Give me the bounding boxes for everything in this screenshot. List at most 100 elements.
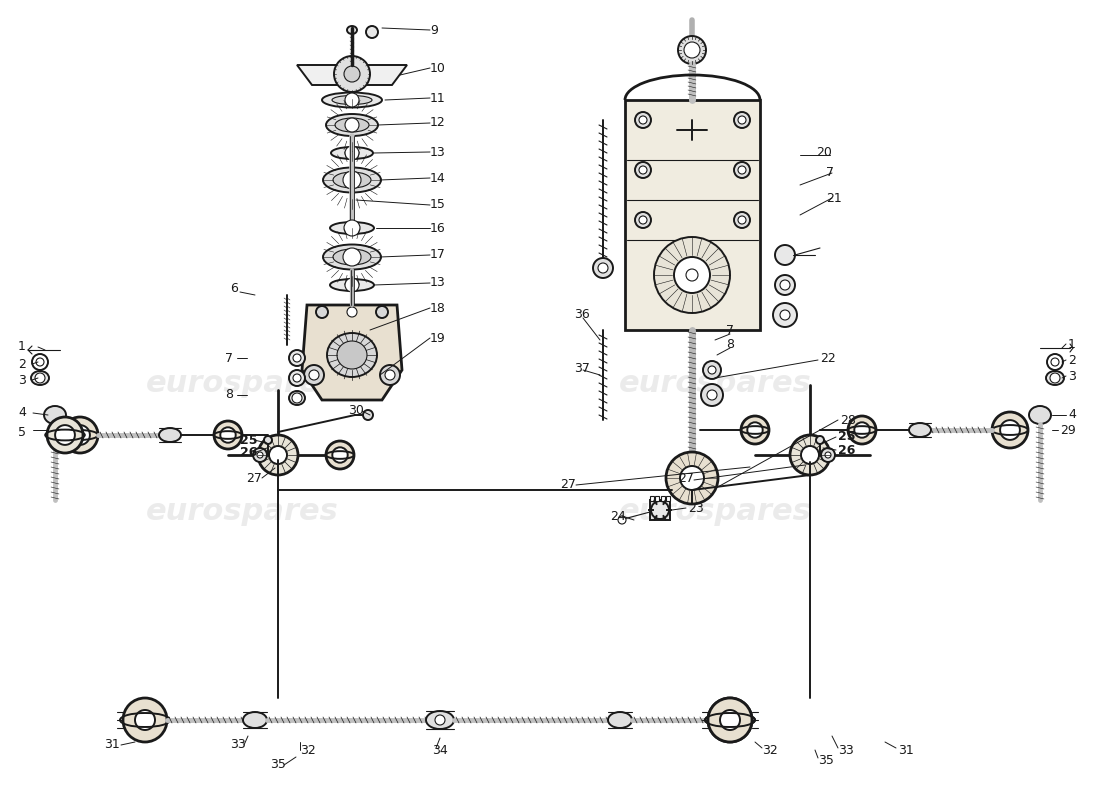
Circle shape xyxy=(635,212,651,228)
Circle shape xyxy=(332,447,348,462)
Text: 8: 8 xyxy=(226,389,233,402)
Circle shape xyxy=(741,416,769,444)
Text: 1: 1 xyxy=(18,341,26,354)
Bar xyxy=(666,496,670,501)
Text: 22: 22 xyxy=(820,351,836,365)
Circle shape xyxy=(848,416,876,444)
Circle shape xyxy=(289,370,305,386)
Text: 37: 37 xyxy=(574,362,590,374)
Bar xyxy=(650,496,654,501)
Text: 11: 11 xyxy=(430,91,446,105)
Text: 15: 15 xyxy=(430,198,446,211)
Text: 1: 1 xyxy=(1068,338,1076,350)
Circle shape xyxy=(253,448,267,462)
Circle shape xyxy=(684,42,700,58)
Text: 7: 7 xyxy=(726,323,734,337)
Bar xyxy=(654,496,659,501)
Text: eurospares: eurospares xyxy=(618,498,812,526)
Circle shape xyxy=(345,278,359,292)
Circle shape xyxy=(992,412,1028,448)
Text: 18: 18 xyxy=(430,302,446,314)
Ellipse shape xyxy=(330,279,374,291)
Circle shape xyxy=(289,350,305,366)
Text: 8: 8 xyxy=(726,338,734,351)
Text: 20: 20 xyxy=(816,146,832,158)
Text: 28: 28 xyxy=(840,414,856,426)
Circle shape xyxy=(344,66,360,82)
Circle shape xyxy=(334,56,370,92)
Text: 16: 16 xyxy=(430,222,446,234)
Circle shape xyxy=(293,374,301,382)
Text: 7: 7 xyxy=(826,166,834,179)
Ellipse shape xyxy=(337,341,367,369)
Ellipse shape xyxy=(160,428,182,442)
Circle shape xyxy=(345,146,359,160)
Ellipse shape xyxy=(323,245,381,270)
Circle shape xyxy=(618,516,626,524)
Ellipse shape xyxy=(909,423,931,437)
Circle shape xyxy=(316,306,328,318)
Text: 6: 6 xyxy=(230,282,238,294)
Circle shape xyxy=(639,166,647,174)
Ellipse shape xyxy=(816,436,824,444)
Text: 31: 31 xyxy=(104,738,120,751)
Circle shape xyxy=(326,441,354,469)
Text: eurospares: eurospares xyxy=(618,370,812,398)
Text: 14: 14 xyxy=(430,171,446,185)
Text: 10: 10 xyxy=(430,62,446,74)
Circle shape xyxy=(257,452,263,458)
Bar xyxy=(650,500,670,520)
Ellipse shape xyxy=(332,95,372,105)
Ellipse shape xyxy=(323,167,381,193)
Circle shape xyxy=(635,162,651,178)
Ellipse shape xyxy=(608,712,632,728)
Circle shape xyxy=(635,112,651,128)
Text: 2: 2 xyxy=(1068,354,1076,366)
Circle shape xyxy=(738,216,746,224)
Ellipse shape xyxy=(333,249,371,265)
Text: 2: 2 xyxy=(18,358,26,370)
Text: 36: 36 xyxy=(574,309,590,322)
Circle shape xyxy=(593,258,613,278)
Text: 31: 31 xyxy=(898,743,914,757)
Circle shape xyxy=(220,427,235,442)
Text: 17: 17 xyxy=(430,249,446,262)
Bar xyxy=(625,100,760,330)
Text: 13: 13 xyxy=(430,146,446,158)
Circle shape xyxy=(801,446,820,464)
Circle shape xyxy=(343,171,361,189)
Circle shape xyxy=(780,280,790,290)
Text: 3: 3 xyxy=(18,374,26,386)
Text: eurospares: eurospares xyxy=(145,370,339,398)
Text: 7: 7 xyxy=(226,351,233,365)
Circle shape xyxy=(62,417,98,453)
Text: 3: 3 xyxy=(1068,370,1076,382)
Ellipse shape xyxy=(336,118,368,132)
Circle shape xyxy=(55,425,75,445)
Circle shape xyxy=(1000,420,1020,440)
Circle shape xyxy=(703,361,720,379)
Text: 24: 24 xyxy=(610,510,626,522)
Circle shape xyxy=(376,306,388,318)
Circle shape xyxy=(734,112,750,128)
Ellipse shape xyxy=(346,26,358,34)
Text: 35: 35 xyxy=(818,754,834,766)
Circle shape xyxy=(344,220,360,236)
Circle shape xyxy=(855,422,870,438)
Circle shape xyxy=(708,698,752,742)
Ellipse shape xyxy=(678,36,706,64)
Text: 25: 25 xyxy=(240,434,257,446)
Circle shape xyxy=(35,373,45,383)
Ellipse shape xyxy=(44,406,66,424)
Polygon shape xyxy=(297,65,407,85)
Ellipse shape xyxy=(264,436,272,444)
Circle shape xyxy=(738,116,746,124)
Circle shape xyxy=(385,370,395,380)
Circle shape xyxy=(346,307,358,317)
Text: 35: 35 xyxy=(270,758,286,771)
Text: 23: 23 xyxy=(688,502,704,514)
Circle shape xyxy=(598,263,608,273)
Circle shape xyxy=(747,422,762,438)
Ellipse shape xyxy=(243,712,267,728)
Circle shape xyxy=(776,275,795,295)
